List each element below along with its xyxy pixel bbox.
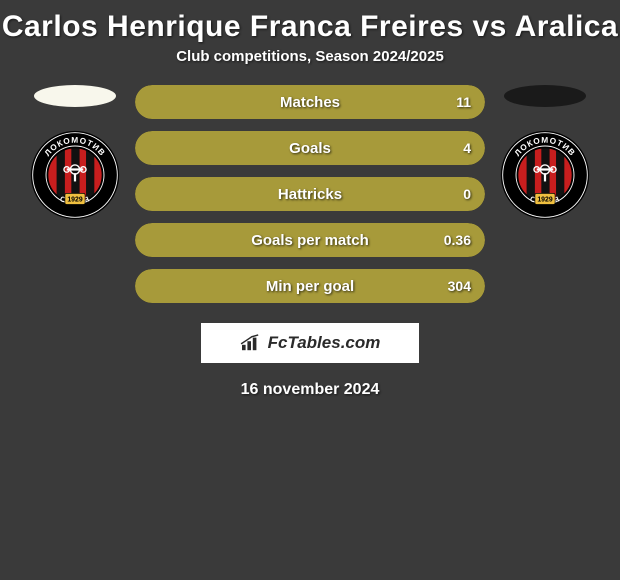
stat-label: Hattricks xyxy=(135,177,485,211)
stats-column: Matches11 Goals4 Hattricks0 Goals per match… xyxy=(135,85,485,303)
right-club-crest: ЛОКОМОТИВ СОФИЯ 1929 xyxy=(499,129,591,221)
main-row: ЛОКОМОТИВ СОФИЯ 1929 xyxy=(0,85,620,303)
snapshot-date: 16 november 2024 xyxy=(241,381,380,399)
stat-value: 11 xyxy=(456,85,471,119)
svg-text:1929: 1929 xyxy=(537,197,552,204)
stat-bar: Hattricks0 xyxy=(135,177,485,211)
crest-icon: ЛОКОМОТИВ СОФИЯ 1929 xyxy=(29,129,121,221)
right-player-column: ЛОКОМОТИВ СОФИЯ 1929 xyxy=(495,85,595,221)
footer: FcTables.com 16 november 2024 xyxy=(0,323,620,399)
fctables-text: FcTables.com xyxy=(268,333,381,353)
comparison-infographic: Carlos Henrique Franca Freires vs Aralic… xyxy=(0,0,620,399)
stat-label: Min per goal xyxy=(135,269,485,303)
fctables-link[interactable]: FcTables.com xyxy=(201,323,419,363)
stat-bar: Goals4 xyxy=(135,131,485,165)
stat-value: 304 xyxy=(448,269,471,303)
stat-bar: Matches11 xyxy=(135,85,485,119)
left-club-crest: ЛОКОМОТИВ СОФИЯ 1929 xyxy=(29,129,121,221)
page-title: Carlos Henrique Franca Freires vs Aralic… xyxy=(0,0,620,48)
stat-value: 0.36 xyxy=(444,223,471,257)
stat-bar: Min per goal304 xyxy=(135,269,485,303)
stat-value: 4 xyxy=(463,131,471,165)
stat-bar: Goals per match0.36 xyxy=(135,223,485,257)
stat-label: Goals xyxy=(135,131,485,165)
stat-label: Goals per match xyxy=(135,223,485,257)
stat-label: Matches xyxy=(135,85,485,119)
crest-icon: ЛОКОМОТИВ СОФИЯ 1929 xyxy=(499,129,591,221)
right-player-marker xyxy=(504,85,586,107)
left-player-column: ЛОКОМОТИВ СОФИЯ 1929 xyxy=(25,85,125,221)
season-subtitle: Club competitions, Season 2024/2025 xyxy=(0,48,620,85)
bar-chart-icon xyxy=(240,334,262,352)
left-player-marker xyxy=(34,85,116,107)
svg-text:1929: 1929 xyxy=(67,197,82,204)
stat-value: 0 xyxy=(463,177,471,211)
